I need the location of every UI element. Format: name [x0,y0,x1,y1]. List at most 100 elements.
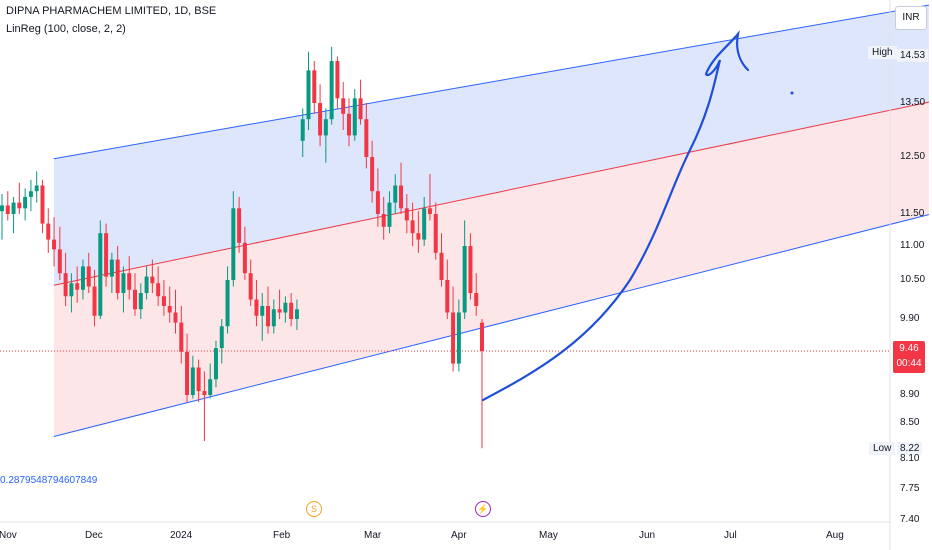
candle-body [17,202,22,209]
last-price-value: 9.46 [899,343,919,354]
time-tick-label: 2024 [170,530,193,541]
candle-body [329,61,334,120]
time-tick-label: Feb [273,530,291,541]
candle-body [456,312,461,364]
candle-body [225,280,230,327]
candle-body [306,70,311,120]
projection-drawing [481,30,750,402]
currency-button[interactable]: INR [895,6,927,30]
candle-body [358,98,363,120]
candle-body [23,196,28,209]
candle-body [375,191,380,214]
candle-body [433,214,438,253]
candle-body [173,312,178,323]
price-tick-label: 11.50 [900,208,925,219]
candle-body [474,293,479,306]
candle-body [352,98,357,136]
candle-body [213,348,218,380]
price-tick-label: 12.50 [900,151,926,162]
candle-body [121,273,126,293]
last-price-tag: 9.46 00:44 [893,341,925,373]
regression-center-line [53,101,929,286]
candle-body [57,249,62,274]
price-tick-label: 9.90 [900,313,920,324]
candle-body [381,214,386,227]
candle-body [115,259,120,293]
candle-body [410,220,415,234]
candle-body [370,157,375,192]
candle-body [289,302,294,319]
candle-body [294,309,299,319]
price-tick-label: 8.22 [897,442,923,456]
price-tick-label: 13.50 [900,97,926,108]
candle-body [92,286,97,316]
candle-body [52,239,57,250]
candle-body [0,205,4,212]
countdown-timer: 00:44 [896,358,922,369]
candle-body [254,299,259,316]
indicator-legend[interactable]: LinReg (100, close, 2, 2) [6,23,126,35]
drawing-dot [790,91,794,95]
candle-body [393,185,398,203]
candle-body [208,379,213,395]
candle-body [11,202,16,214]
candle-body [34,185,39,192]
candle-body [387,202,392,227]
candle-body [404,208,409,221]
price-tick-label: 8.90 [900,389,920,400]
time-tick-label: Jun [639,530,656,541]
candle-body [451,312,456,364]
candle-body [179,322,184,352]
price-tick-label: 14.53 [897,49,929,62]
candle-body [150,276,155,284]
candle-body [427,208,432,214]
candle-body [341,98,346,114]
lower-channel-line [53,214,929,437]
candle-body [231,208,236,280]
candle-body [202,391,207,395]
candle-body [144,276,149,293]
candle-body [69,283,74,297]
candle-body [109,259,114,277]
lower-channel-fill [53,102,929,437]
price-tick-label: 11.00 [900,240,925,251]
candle-body [196,367,201,392]
upper-channel-line [53,4,929,160]
price-tick-label: 7.40 [900,514,920,525]
time-tick-label: Aug [826,530,844,541]
candle-body [133,289,138,310]
candle-body [346,113,351,136]
price-tick-label: 8.10 [900,453,920,464]
candle-body [185,351,190,395]
time-tick-label: Nov [0,530,17,541]
time-tick-label: Mar [364,530,382,541]
candle-body [323,119,328,136]
candle-body [318,103,323,136]
candle-body [422,208,427,240]
candle-body [28,191,33,197]
candle-body [439,252,444,280]
candle-body [40,185,45,224]
candle-body [266,306,271,327]
candle-body [219,326,224,349]
regression-value-label: 0.2879548794607849 [0,475,98,486]
candle-body [167,306,172,313]
candle-body [480,322,484,351]
candle-body [283,302,288,313]
time-tick-label: Apr [451,530,467,541]
price-tick-label: 8.50 [900,417,920,428]
earnings-event-icon[interactable]: ⚡ [475,501,491,517]
candle-body [127,273,132,290]
time-tick-label: Jul [724,530,737,541]
candle-body [468,246,473,293]
dividend-event-icon[interactable]: S [306,501,322,517]
candle-body [46,223,51,240]
candle-body [445,280,450,313]
time-tick-label: May [539,530,558,541]
candle-body [462,246,467,313]
candle-body [5,205,10,214]
candle-body [277,309,282,313]
candle-body [75,283,80,290]
candle-body [104,233,109,277]
